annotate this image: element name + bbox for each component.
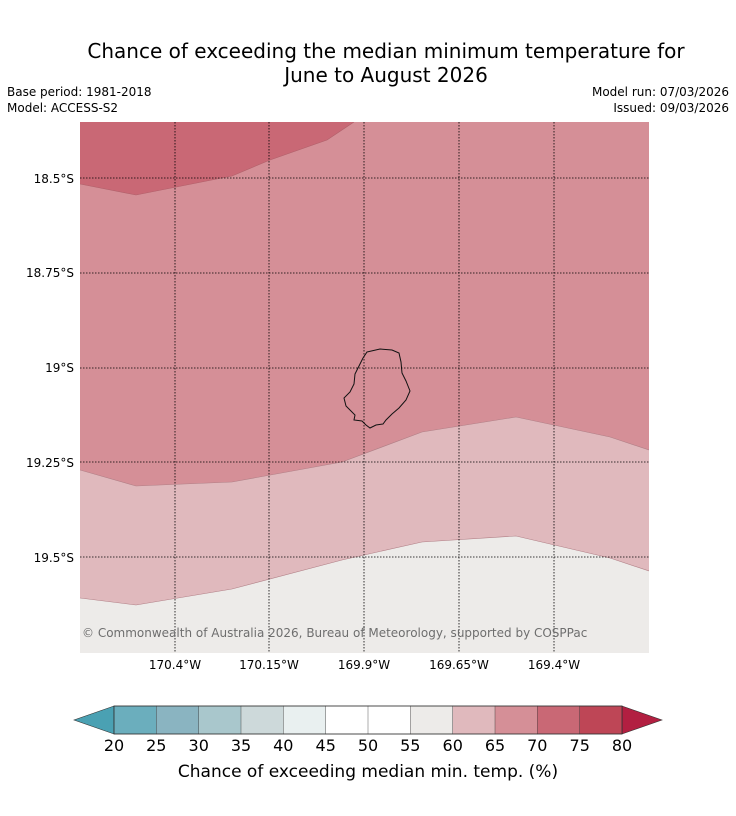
lat-label-19: 19°S [45,361,74,375]
title-line-2: June to August 2026 [284,63,488,87]
lon-label-170-15: 170.15°W [239,658,299,672]
colorbar [73,705,663,735]
map-area: © Commonwealth of Australia 2026, Bureau… [80,122,649,653]
colorbar-cell-50-55 [367,705,411,735]
colorbar-tick-45: 45 [315,736,336,755]
colorbar-tick-55: 55 [400,736,421,755]
chart-title: Chance of exceeding the median minimum t… [0,39,736,87]
band-55-60 [80,536,649,653]
base-period-text: Base period: 1981-2018 [7,85,152,99]
contour-65 [80,416,649,487]
title-line-1: Chance of exceeding the median minimum t… [87,39,685,63]
model-text: Model: ACCESS-S2 [7,101,119,115]
colorbar-tick-80: 80 [611,736,633,755]
colorbar-cell-60-65 [452,705,496,735]
lat-label-18-75: 18.75°S [26,266,74,280]
colorbar-cell-55-60 [410,705,454,735]
lat-label-18-5: 18.5°S [33,172,74,186]
meta-left: Base period: 1981-2018 Model: ACCESS-S2 [7,84,152,116]
meta-right: Model run: 07/03/2026 Issued: 09/03/2026 [592,84,729,116]
band-70-75 [80,122,354,195]
colorbar-cell-45-50 [325,705,369,735]
colorbar-cell-40-45 [283,705,327,735]
colorbar-cell-20-25 [113,705,157,735]
colorbar-tick-65: 65 [484,736,506,755]
colorbar-cell-35-40 [240,705,284,735]
lon-label-169-4: 169.4°W [527,658,581,672]
issued-text: Issued: 09/03/2026 [613,101,729,115]
colorbar-cell-65-70 [494,705,538,735]
colorbar-cell-25-30 [156,705,200,735]
colorbar-label: Chance of exceeding median min. temp. (%… [177,762,559,782]
colorbar-cells [113,705,623,735]
graticule [80,122,649,653]
colorbar-tick-40: 40 [273,736,294,755]
copyright-text: © Commonwealth of Australia 2026, Bureau… [82,626,587,640]
contour-60 [80,535,649,606]
colorbar-cell-30-35 [198,705,242,735]
colorbar-tick-60: 60 [442,736,463,755]
colorbar-frame [113,705,623,735]
colorbar-cell-70-75 [537,705,581,735]
colorbar-tick-30: 30 [188,736,209,755]
colorbar-tick-75: 75 [569,736,590,755]
colorbar-over-arrow [621,705,663,735]
colorbar-tick-70: 70 [527,736,548,755]
colorbar-under-arrow [73,705,115,735]
colorbar-tick-20: 20 [103,736,125,755]
contour-70 [80,122,355,196]
lon-label-169-65: 169.65°W [429,658,489,672]
lon-label-170-4: 170.4°W [148,658,202,672]
colorbar-tick-50: 50 [357,736,379,755]
island-outline [343,348,411,429]
colorbar-tick-35: 35 [230,736,252,755]
lon-label-169-9: 169.9°W [337,658,391,672]
colorbar-tick-25: 25 [146,736,167,755]
colorbar-cell-75-80 [579,705,623,735]
model-run-text: Model run: 07/03/2026 [591,85,729,99]
lat-label-19-25: 19.25°S [26,456,74,470]
lat-label-19-5: 19.5°S [33,551,74,565]
